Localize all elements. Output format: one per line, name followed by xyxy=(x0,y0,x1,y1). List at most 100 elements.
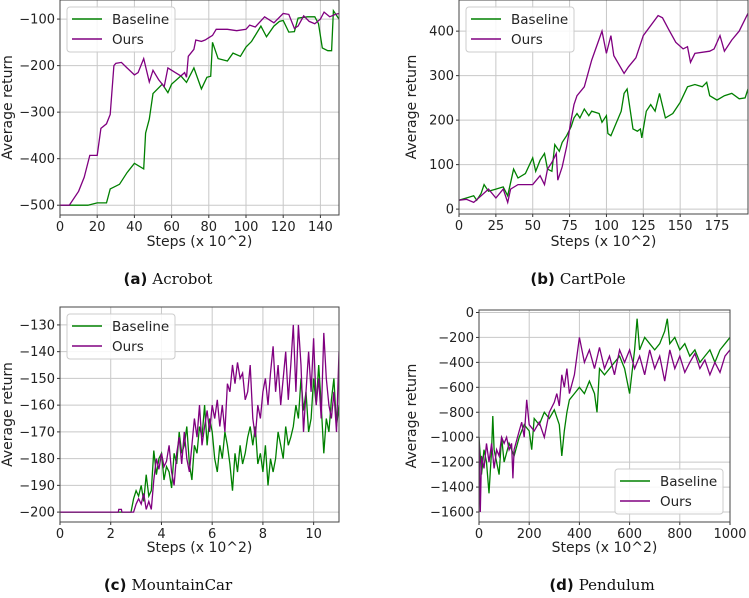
x-tick-label: 75 xyxy=(561,219,578,234)
x-tick-label: 8 xyxy=(259,527,267,542)
y-tick-label: −140 xyxy=(19,345,55,360)
y-tick-label: 0 xyxy=(446,203,454,218)
caption-title: Acrobot xyxy=(151,270,212,288)
axes-frame xyxy=(458,0,749,215)
x-tick-label: 800 xyxy=(667,527,692,542)
y-tick-label: −1400 xyxy=(430,481,474,496)
x-tick-label: 0 xyxy=(56,220,64,235)
x-tick-label: 50 xyxy=(524,219,541,234)
y-tick-label: −400 xyxy=(19,152,55,167)
y-tick-label: −180 xyxy=(19,452,55,467)
legend-label-ours: Ours xyxy=(112,339,144,355)
subplot-acrobot: 0 20 40 60 80 100 120 140 −500 −400 −300 −200 −100 St… xyxy=(0,0,340,288)
y-tick-label: −200 xyxy=(438,331,474,346)
x-axis-label: Steps (x 10^2) xyxy=(147,234,253,250)
y-tick-label: −190 xyxy=(19,479,55,494)
legend: Baseline Ours xyxy=(66,6,176,53)
legend-label-ours: Ours xyxy=(660,494,692,510)
y-tick-label: −130 xyxy=(19,318,55,333)
x-tick-label: 200 xyxy=(517,527,542,542)
y-tick-label: −160 xyxy=(19,399,55,414)
x-tick-label: 6 xyxy=(208,527,216,542)
x-tick-label: 4 xyxy=(157,527,165,542)
legend-label-ours: Ours xyxy=(112,32,144,48)
subplot-caption: (d) Pendulum xyxy=(549,576,654,594)
legend: Baseline Ours xyxy=(614,468,724,515)
x-tick-label: 2 xyxy=(107,527,115,542)
legend-label-ours: Ours xyxy=(511,32,543,48)
y-tick-label: −1600 xyxy=(430,506,474,521)
x-tick-label: 120 xyxy=(271,220,296,235)
axes-frame xyxy=(59,306,340,523)
y-tick-label: −800 xyxy=(438,406,474,421)
x-tick-label: 25 xyxy=(488,219,505,234)
axes-frame xyxy=(478,309,731,523)
series-line-ours xyxy=(479,337,730,513)
caption-letter: (d) xyxy=(549,576,573,594)
x-tick-label: 175 xyxy=(705,219,730,234)
y-tick-label: −400 xyxy=(438,356,474,371)
y-tick-label: 400 xyxy=(429,25,454,40)
x-tick-label: 80 xyxy=(201,220,218,235)
x-tick-label: 100 xyxy=(234,220,259,235)
x-tick-label: 0 xyxy=(455,219,463,234)
subplot-pendulum: 0 200 400 600 800 1000 −1600 −1400 −1200 −1000 −80… xyxy=(404,306,747,594)
y-axis-label: Average return xyxy=(0,55,16,160)
y-tick-label: 300 xyxy=(429,69,454,84)
subplot-cartpole: 0 25 50 75 100 125 150 175 0 100 200 300 400 Steps (x… xyxy=(404,0,749,288)
y-tick-label: −150 xyxy=(19,372,55,387)
y-tick-label: −200 xyxy=(19,506,55,521)
x-axis-label: Steps (x 10^2) xyxy=(551,234,657,250)
x-tick-label: 125 xyxy=(631,219,656,234)
x-tick-label: 60 xyxy=(163,220,180,235)
legend-label-baseline: Baseline xyxy=(112,12,169,28)
axes-frame xyxy=(59,0,340,216)
legend-label-baseline: Baseline xyxy=(112,319,169,335)
y-tick-label: −600 xyxy=(438,381,474,396)
caption-letter: (c) xyxy=(104,576,127,594)
y-tick-label: −1000 xyxy=(430,431,474,446)
caption-letter: (a) xyxy=(124,270,148,288)
series-line-ours xyxy=(60,11,339,206)
y-axis-label: Average return xyxy=(0,362,16,467)
y-axis-label: Average return xyxy=(404,55,420,160)
x-tick-label: 1000 xyxy=(713,527,746,542)
x-tick-label: 140 xyxy=(308,220,333,235)
y-tick-label: −200 xyxy=(19,59,55,74)
y-tick-label: −500 xyxy=(19,199,55,214)
series-line-baseline xyxy=(459,80,748,202)
x-tick-label: 20 xyxy=(89,220,106,235)
y-tick-label: −100 xyxy=(19,13,55,28)
x-tick-label: 100 xyxy=(594,219,619,234)
legend: Baseline Ours xyxy=(66,313,176,360)
subplot-caption: (b) CartPole xyxy=(530,270,625,288)
caption-title: Pendulum xyxy=(579,576,655,594)
caption-title: CartPole xyxy=(560,270,626,288)
legend: Baseline Ours xyxy=(465,6,575,53)
legend-label-baseline: Baseline xyxy=(660,474,717,490)
x-tick-label: 0 xyxy=(475,527,483,542)
x-tick-label: 0 xyxy=(56,527,64,542)
series-line-baseline xyxy=(60,364,339,513)
x-tick-label: 10 xyxy=(305,527,322,542)
subplot-caption: (a) Acrobot xyxy=(124,270,213,288)
y-tick-label: 200 xyxy=(429,114,454,129)
series-line-baseline xyxy=(479,318,730,494)
x-tick-label: 40 xyxy=(126,220,143,235)
series-line-baseline xyxy=(60,8,339,206)
y-tick-label: 0 xyxy=(466,306,474,321)
x-tick-label: 600 xyxy=(617,527,642,542)
x-axis-label: Steps (x 10^2) xyxy=(147,540,253,556)
subplot-mountaincar: 0 2 4 6 8 10 −200 −190 −180 −170 −160 −150 −140 −130 S… xyxy=(0,306,340,594)
x-tick-label: 150 xyxy=(668,219,693,234)
legend-label-baseline: Baseline xyxy=(511,12,568,28)
y-tick-label: 100 xyxy=(429,158,454,173)
y-axis-label: Average return xyxy=(404,364,420,469)
caption-title: MountainCar xyxy=(131,576,233,594)
series-line-ours xyxy=(60,324,339,513)
y-tick-label: −170 xyxy=(19,425,55,440)
y-tick-label: −300 xyxy=(19,106,55,121)
caption-letter: (b) xyxy=(530,270,554,288)
